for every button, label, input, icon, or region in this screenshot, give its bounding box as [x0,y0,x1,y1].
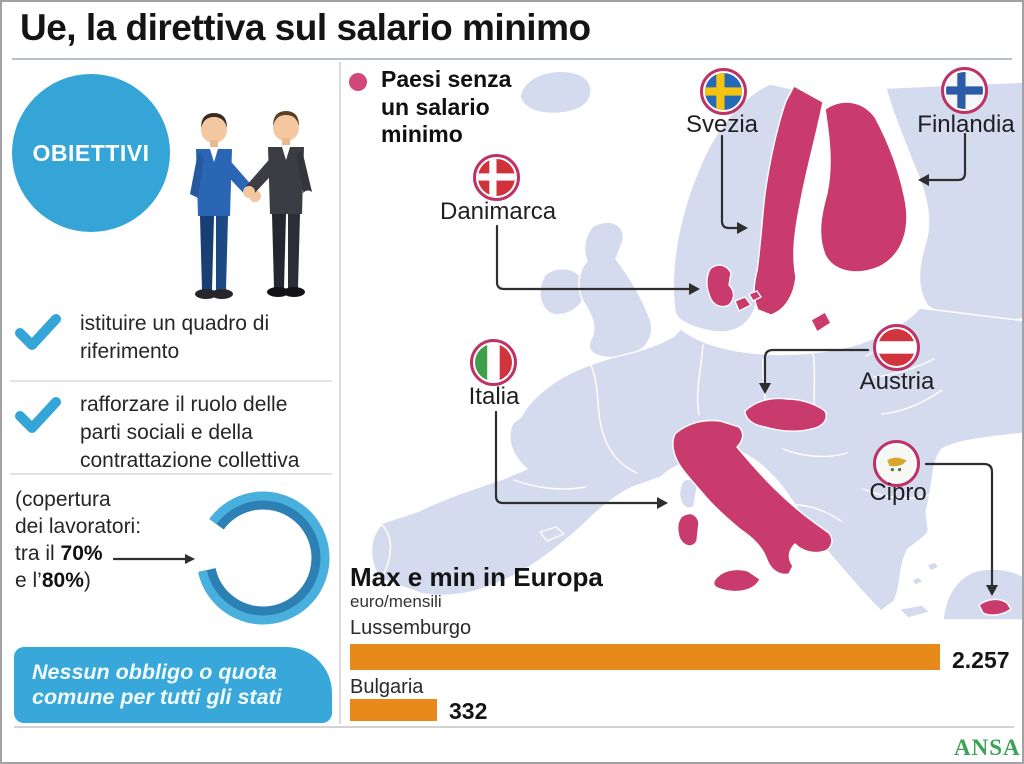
coverage-line: ) [83,569,91,592]
chart-title: Max e min in Europa [350,562,603,592]
callout-box: Nessun obbligo o quota comune per tutti … [14,647,332,723]
bar-bulgaria [350,699,437,721]
legend-dot [349,73,367,91]
title-divider [12,58,1012,60]
map-balearics [539,526,565,542]
coverage-ring-chart [196,491,330,625]
austria-flag-icon [873,324,920,371]
bar-label-lussemburgo: Lussemburgo [350,617,472,639]
map-sicily-highlight [712,568,761,593]
map-aegean-island [911,576,924,586]
denmark-flag-icon [473,154,520,201]
coverage-line: tra il [15,542,61,565]
coverage-line: dei lavoratori: [15,515,142,538]
map-great-britain [578,221,653,359]
check-icon [15,314,61,350]
finland-flag-icon [941,67,988,114]
ansa-logo: ANSA [954,735,1021,760]
map-crete [898,604,931,619]
bar-lussemburgo [350,644,940,670]
map-sweden-highlight [753,85,824,316]
section-divider [10,473,332,475]
map-denmark-island [748,290,762,302]
handshake-illustration [190,111,314,299]
objectives-badge: OBIETTIVI [12,74,170,232]
italy-flag-icon [470,339,517,386]
objective-item: istituire un quadro di riferimento [80,312,270,363]
map-denmark-island [734,296,752,312]
map-italy-highlight [672,419,833,576]
callout-text: Nessun obbligo o quota comune per tutti … [32,660,282,709]
country-label-finlandia: Finlandia [917,111,1015,138]
objectives-badge-label: OBIETTIVI [32,139,150,166]
map-cyprus-highlight [978,598,1012,616]
footer-divider [14,726,1014,728]
objective-item: rafforzare il ruolo delle parti sociali … [80,393,300,472]
section-divider [10,380,332,382]
coverage-pct-low: 70% [60,542,103,565]
panel-divider [339,62,341,724]
coverage-line: (copertura [15,488,111,511]
country-label-cipro: Cipro [869,479,927,506]
bar-value-bulgaria: 332 [449,698,488,724]
country-label-danimarca: Danimarca [440,198,557,225]
bar-label-bulgaria: Bulgaria [350,676,424,698]
cyprus-flag-icon [873,440,920,487]
map-ireland [539,268,586,316]
country-label-austria: Austria [859,368,935,395]
coverage-line: e l’ [15,569,42,592]
map-denmark-highlight [706,264,735,308]
map-gotland-highlight [810,311,832,333]
check-icon [15,397,61,433]
page-title: Ue, la direttiva sul salario minimo [20,7,591,48]
map-finland-highlight [819,101,908,273]
map-sardinia-highlight [676,512,700,547]
bar-value-lussemburgo: 2.257 [952,647,1010,673]
coverage-note: (copertura dei lavoratori: tra il 70% e … [15,486,193,594]
map-austria-highlight [744,397,827,432]
country-label-svezia: Svezia [685,111,759,138]
chart-unit: euro/mensili [350,592,442,611]
coverage-pct-high: 80% [41,569,84,592]
legend-label: Paesi senza un salario minimo [381,66,512,147]
map-aegean-island [926,561,940,572]
sweden-flag-icon [700,68,747,115]
country-label-italia: Italia [468,383,520,410]
map-iceland [519,70,592,115]
